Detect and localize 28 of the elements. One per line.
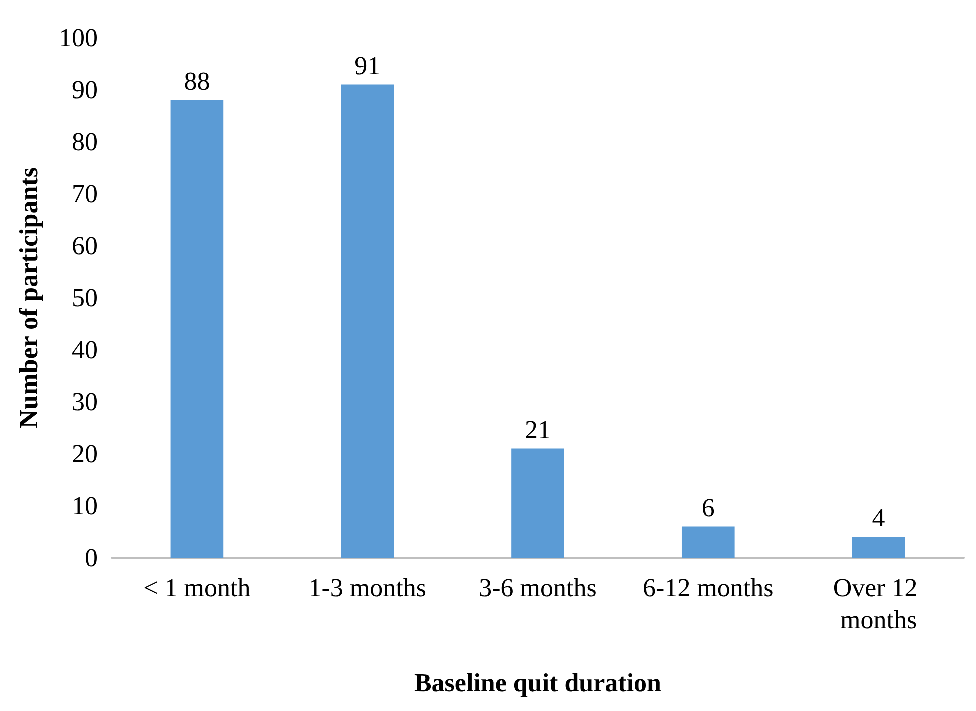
y-tick-label: 70 [72, 180, 98, 208]
x-tick-label: Over 12 months [833, 574, 924, 634]
y-tick-label: 50 [72, 284, 98, 312]
data-label: 4 [872, 504, 886, 533]
bar [682, 526, 735, 558]
y-axis-title: Number of participants [14, 168, 44, 428]
bar [341, 84, 394, 558]
y-tick-label: 100 [59, 24, 98, 52]
y-tick-label: 80 [72, 128, 98, 156]
data-label: 21 [525, 415, 551, 444]
bar [512, 448, 564, 558]
x-axis-title: Baseline quit duration [414, 668, 662, 698]
data-label: 91 [354, 51, 381, 80]
y-tick-label: 90 [72, 76, 98, 104]
x-tick-label: < 1 month [144, 574, 251, 602]
y-tick-label: 10 [72, 492, 98, 520]
x-tick-label: 6-12 months [643, 574, 774, 602]
y-tick-label: 60 [72, 232, 98, 260]
x-tick-label: 3-6 months [479, 574, 597, 602]
y-tick-label: 40 [72, 336, 98, 364]
bar [170, 100, 224, 558]
x-tick-label: 1-3 months [308, 574, 426, 602]
data-label: 6 [702, 493, 715, 522]
data-label: 88 [184, 66, 210, 96]
bar [852, 537, 906, 558]
y-tick-label: 30 [72, 388, 98, 416]
y-tick-label: 0 [85, 544, 98, 572]
y-tick-label: 20 [72, 440, 98, 468]
